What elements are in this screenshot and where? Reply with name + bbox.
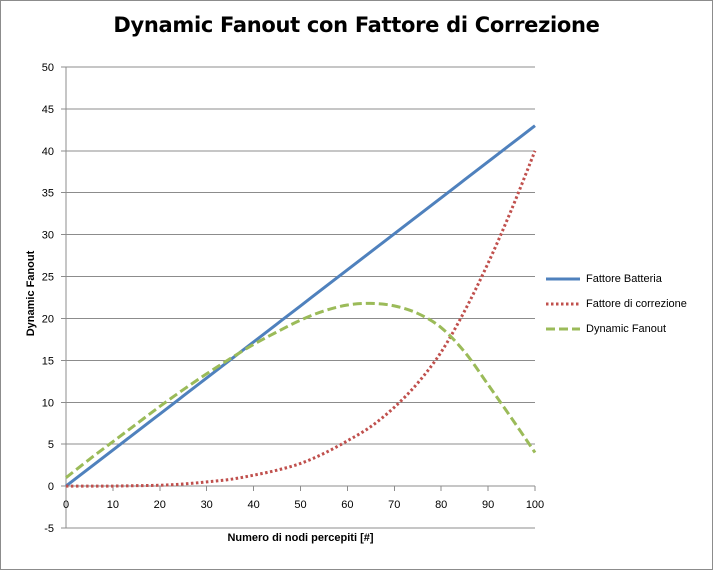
y-tick-label: -5	[44, 523, 54, 535]
x-tick-label: 50	[294, 499, 306, 511]
x-tick-label: 100	[526, 499, 544, 511]
x-tick-label: 10	[107, 499, 119, 511]
series-line-fattore-batteria	[65, 124, 536, 488]
chart-title: Dynamic Fanout con Fattore di Correzione	[113, 13, 600, 37]
y-tick-label: 0	[48, 481, 54, 493]
y-tick-label: 35	[42, 188, 54, 200]
legend-item-fattore-di-correzione: Fattore di correzione	[546, 291, 712, 316]
x-tick-label: 80	[435, 499, 447, 511]
x-axis-title: Numero di nodi percepiti [#]	[227, 532, 373, 544]
legend-swatch-dashed	[546, 323, 580, 335]
y-tick-label: 5	[48, 439, 54, 451]
x-tick-label: 20	[154, 499, 166, 511]
grid-lines	[66, 66, 535, 529]
y-tick-label: 30	[42, 230, 54, 242]
x-tick-labels: 0 10 20 30 40 50 60 70 80 90 100	[63, 499, 544, 511]
legend: Fattore Batteria Fattore di correzione D…	[546, 266, 712, 341]
x-tick-label: 30	[201, 499, 213, 511]
y-tick-labels: -5 0 5 10 15 20 25 30 35 40 45 50	[42, 62, 54, 535]
x-tick-label: 40	[247, 499, 259, 511]
legend-swatch-dotted	[546, 298, 580, 310]
legend-swatch-solid	[546, 273, 580, 285]
y-tick-label: 45	[42, 104, 54, 116]
y-tick-label: 15	[42, 355, 54, 367]
y-tick-label: 25	[42, 272, 54, 284]
y-tick-label: 50	[42, 62, 54, 74]
x-tick-label: 0	[63, 499, 69, 511]
legend-item-dynamic-fanout: Dynamic Fanout	[546, 316, 712, 341]
x-tick-label: 60	[341, 499, 353, 511]
y-axis-title: Dynamic Fanout	[25, 250, 37, 336]
y-tick-label: 10	[42, 397, 54, 409]
x-tick-label: 90	[482, 499, 494, 511]
axes	[61, 66, 536, 529]
legend-item-fattore-batteria: Fattore Batteria	[546, 266, 712, 291]
series-line-fattore-di-correzione	[65, 150, 537, 488]
legend-label: Dynamic Fanout	[586, 322, 667, 335]
y-tick-label: 40	[42, 146, 54, 158]
y-tick-label: 20	[42, 313, 54, 325]
legend-label: Fattore di correzione	[586, 297, 687, 310]
series-lines	[65, 124, 537, 488]
series-line-dynamic-fanout	[65, 301, 537, 479]
legend-label: Fattore Batteria	[586, 272, 662, 285]
x-tick-label: 70	[388, 499, 400, 511]
